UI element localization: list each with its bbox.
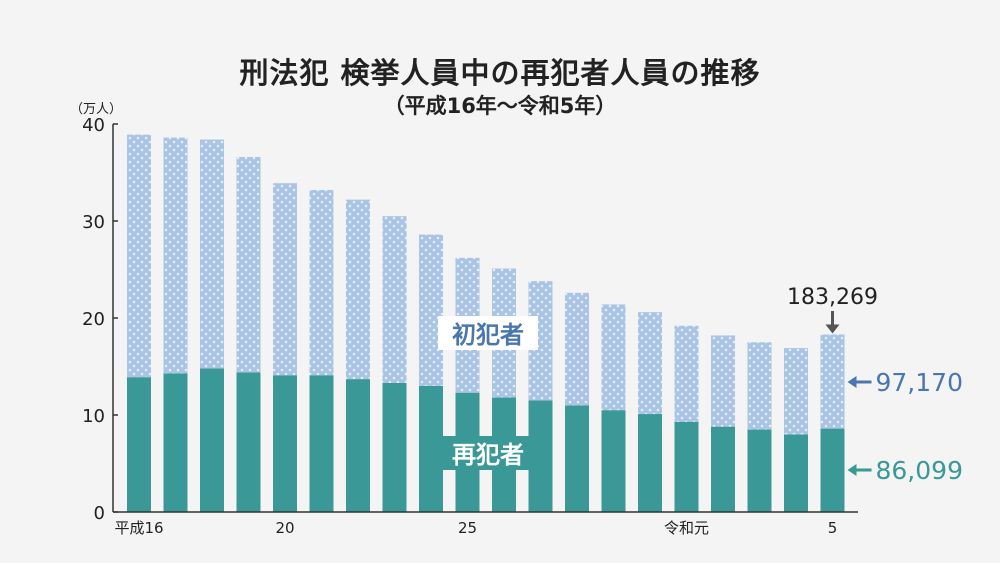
bar-repeat-offenders bbox=[711, 426, 735, 512]
bar-first-offenders bbox=[674, 325, 699, 422]
bar-repeat-offenders bbox=[747, 429, 772, 512]
x-tick-label: 25 bbox=[458, 519, 477, 537]
bar-repeat-offenders bbox=[674, 421, 699, 512]
bar-repeat-offenders bbox=[309, 375, 334, 512]
bar-first-offenders bbox=[565, 292, 589, 406]
first-offenders-label: 初犯者 bbox=[452, 321, 524, 349]
bar-first-offenders bbox=[309, 189, 334, 376]
x-tick-label: 5 bbox=[828, 519, 838, 537]
bar-first-offenders bbox=[163, 137, 188, 374]
bar-repeat-offenders bbox=[236, 372, 261, 512]
bar-first-offenders bbox=[273, 183, 297, 376]
y-tick-label: 20 bbox=[82, 309, 105, 330]
bar-first-offenders bbox=[747, 342, 772, 430]
repeat-offenders-arrow-icon bbox=[847, 464, 857, 476]
bar-first-offenders bbox=[784, 348, 808, 435]
first-offenders-value-label: 97,170 bbox=[876, 368, 963, 397]
bar-repeat-offenders bbox=[784, 434, 808, 512]
bar-repeat-offenders bbox=[200, 368, 224, 512]
bar-repeat-offenders bbox=[127, 377, 151, 512]
first-offenders-arrow-icon bbox=[847, 376, 857, 388]
bar-first-offenders bbox=[127, 134, 151, 378]
chart-subtitle: （平成16年～令和5年） bbox=[383, 94, 617, 118]
x-tick-label: 令和元 bbox=[664, 519, 709, 537]
bar-first-offenders bbox=[346, 199, 370, 380]
repeat-offenders-label: 再犯者 bbox=[452, 441, 524, 469]
bar-repeat-offenders bbox=[346, 379, 370, 512]
bar-repeat-offenders bbox=[273, 375, 297, 512]
bar-first-offenders bbox=[419, 234, 443, 386]
chart-title: 刑法犯 検挙人員中の再犯者人員の推移 bbox=[239, 56, 761, 90]
bar-repeat-offenders bbox=[638, 414, 662, 512]
y-tick-label: 30 bbox=[82, 212, 105, 233]
x-tick-label: 平成16 bbox=[114, 519, 163, 537]
first-offenders-label-box bbox=[438, 316, 538, 350]
bar-repeat-offenders bbox=[820, 428, 845, 512]
bar-repeat-offenders bbox=[382, 382, 407, 512]
y-tick-label: 40 bbox=[82, 115, 105, 136]
repeat-offenders-value-label: 86,099 bbox=[876, 456, 963, 485]
bar-first-offenders bbox=[236, 156, 261, 373]
repeat-offenders-label-box bbox=[438, 436, 538, 470]
bar-repeat-offenders bbox=[601, 410, 626, 512]
x-tick-label: 20 bbox=[275, 519, 294, 537]
bar-repeat-offenders bbox=[565, 405, 589, 512]
y-axis-unit: （万人） bbox=[70, 102, 122, 117]
bar-repeat-offenders bbox=[163, 373, 188, 512]
bar-first-offenders bbox=[382, 216, 407, 383]
total-arrowhead-icon bbox=[825, 324, 840, 334]
bar-first-offenders bbox=[200, 139, 224, 369]
y-tick-label: 0 bbox=[94, 503, 105, 524]
bar-first-offenders bbox=[601, 304, 626, 411]
bar-first-offenders bbox=[638, 312, 662, 415]
y-tick-label: 10 bbox=[82, 406, 105, 427]
bar-first-offenders bbox=[711, 335, 735, 427]
total-value-label: 183,269 bbox=[787, 285, 878, 310]
bar-first-offenders bbox=[820, 334, 845, 429]
